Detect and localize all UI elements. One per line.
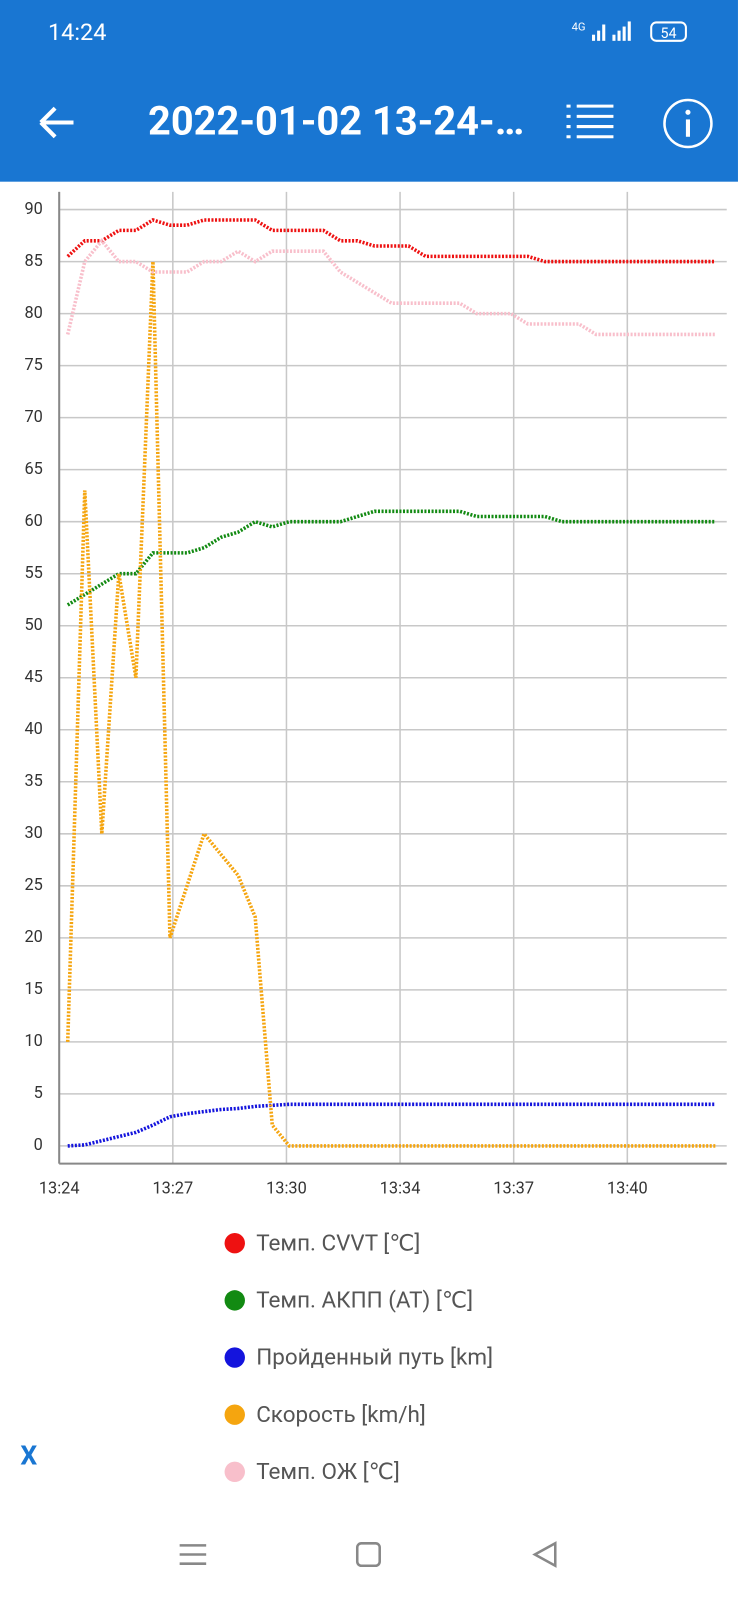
y-tick-label: 65 [25, 459, 43, 478]
title: 2022-01-02 13-24-… [148, 97, 525, 145]
series-line [67, 1102, 716, 1148]
x-tick-label: 13:30 [266, 1178, 307, 1197]
legend-item[interactable]: Темп. АКПП (AT) [℃] [224, 1272, 493, 1329]
legend-swatch [224, 1233, 245, 1254]
y-tick-label: 45 [25, 667, 43, 686]
y-tick-label: 75 [25, 355, 43, 374]
legend-swatch [224, 1347, 245, 1368]
battery: 54 [650, 21, 687, 42]
legend-swatch [224, 1404, 245, 1425]
y-tick-label: 40 [25, 719, 43, 738]
x-tick-label: 13:27 [152, 1178, 193, 1197]
y-tick-label: 0 [34, 1135, 43, 1154]
network: 4G [571, 20, 586, 34]
legend-label: Темп. ОЖ [℃] [256, 1459, 400, 1485]
signal-icons [592, 21, 631, 41]
y-tick-label: 70 [25, 407, 43, 426]
close-button[interactable]: X [20, 1441, 38, 1472]
y-tick-label: 90 [25, 199, 43, 218]
y-tick-label: 60 [25, 511, 43, 530]
series-line [65, 261, 716, 1148]
x-tick-label: 13:40 [607, 1178, 648, 1197]
y-tick-label: 50 [25, 615, 43, 634]
y-tick-label: 55 [25, 563, 43, 582]
legend-swatch [224, 1461, 245, 1483]
y-tick-label: 85 [25, 251, 43, 270]
x-tick-label: 13:34 [380, 1178, 421, 1197]
y-tick-label: 15 [25, 979, 43, 998]
list-button[interactable] [564, 102, 615, 143]
x-tick-label: 13:24 [39, 1178, 80, 1197]
legend-label: Темп. CVVT [℃] [256, 1230, 421, 1256]
legend-item[interactable]: Темп. CVVT [℃] [224, 1215, 493, 1272]
series-line [65, 237, 716, 337]
legend-item[interactable]: Пройденный путь [km] [224, 1329, 494, 1386]
y-tick-label: 5 [34, 1083, 43, 1102]
info-button[interactable] [661, 97, 714, 150]
legend-label: Темп. АКПП (AT) [℃] [256, 1287, 474, 1314]
y-tick-label: 25 [25, 875, 43, 894]
legend-item[interactable]: Скорость [km/h] [224, 1386, 493, 1443]
series-line [66, 218, 716, 264]
legend: Темп. CVVT [℃] Темп. АКПП (AT) [℃] Пройден… [224, 1215, 494, 1501]
chart: 0 5 10 15 20 25 30 35 40 45 50 55 60 65 70 75 80 85 90 13:2… [25, 191, 727, 1197]
nav-bar [179, 1541, 557, 1568]
back-button[interactable] [37, 102, 78, 143]
series-line [66, 509, 716, 607]
legend-label: Скорость [km/h] [256, 1401, 426, 1428]
x-tick-label: 13:37 [493, 1178, 534, 1197]
legend-label: Пройденный путь [km] [256, 1344, 494, 1371]
y-tick-label: 35 [25, 771, 43, 790]
y-tick-label: 30 [25, 823, 43, 842]
legend-item[interactable]: Темп. ОЖ [℃] [224, 1443, 493, 1500]
status-time: 14:24 [47, 18, 107, 46]
app-bar: 14:24 4G 54 2022-01-02 13-24-… [0, 0, 738, 182]
y-tick-label: 80 [25, 303, 43, 322]
y-tick-label: 10 [25, 1031, 43, 1050]
y-tick-label: 20 [25, 927, 43, 946]
legend-swatch [224, 1290, 245, 1311]
